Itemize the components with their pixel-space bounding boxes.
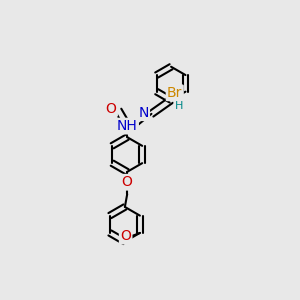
Text: O: O [122,175,133,189]
Text: NH: NH [117,119,138,133]
Text: Br: Br [167,86,182,100]
Text: O: O [120,229,131,243]
Text: H: H [175,101,183,111]
Text: O: O [106,101,117,116]
Text: N: N [138,106,149,120]
